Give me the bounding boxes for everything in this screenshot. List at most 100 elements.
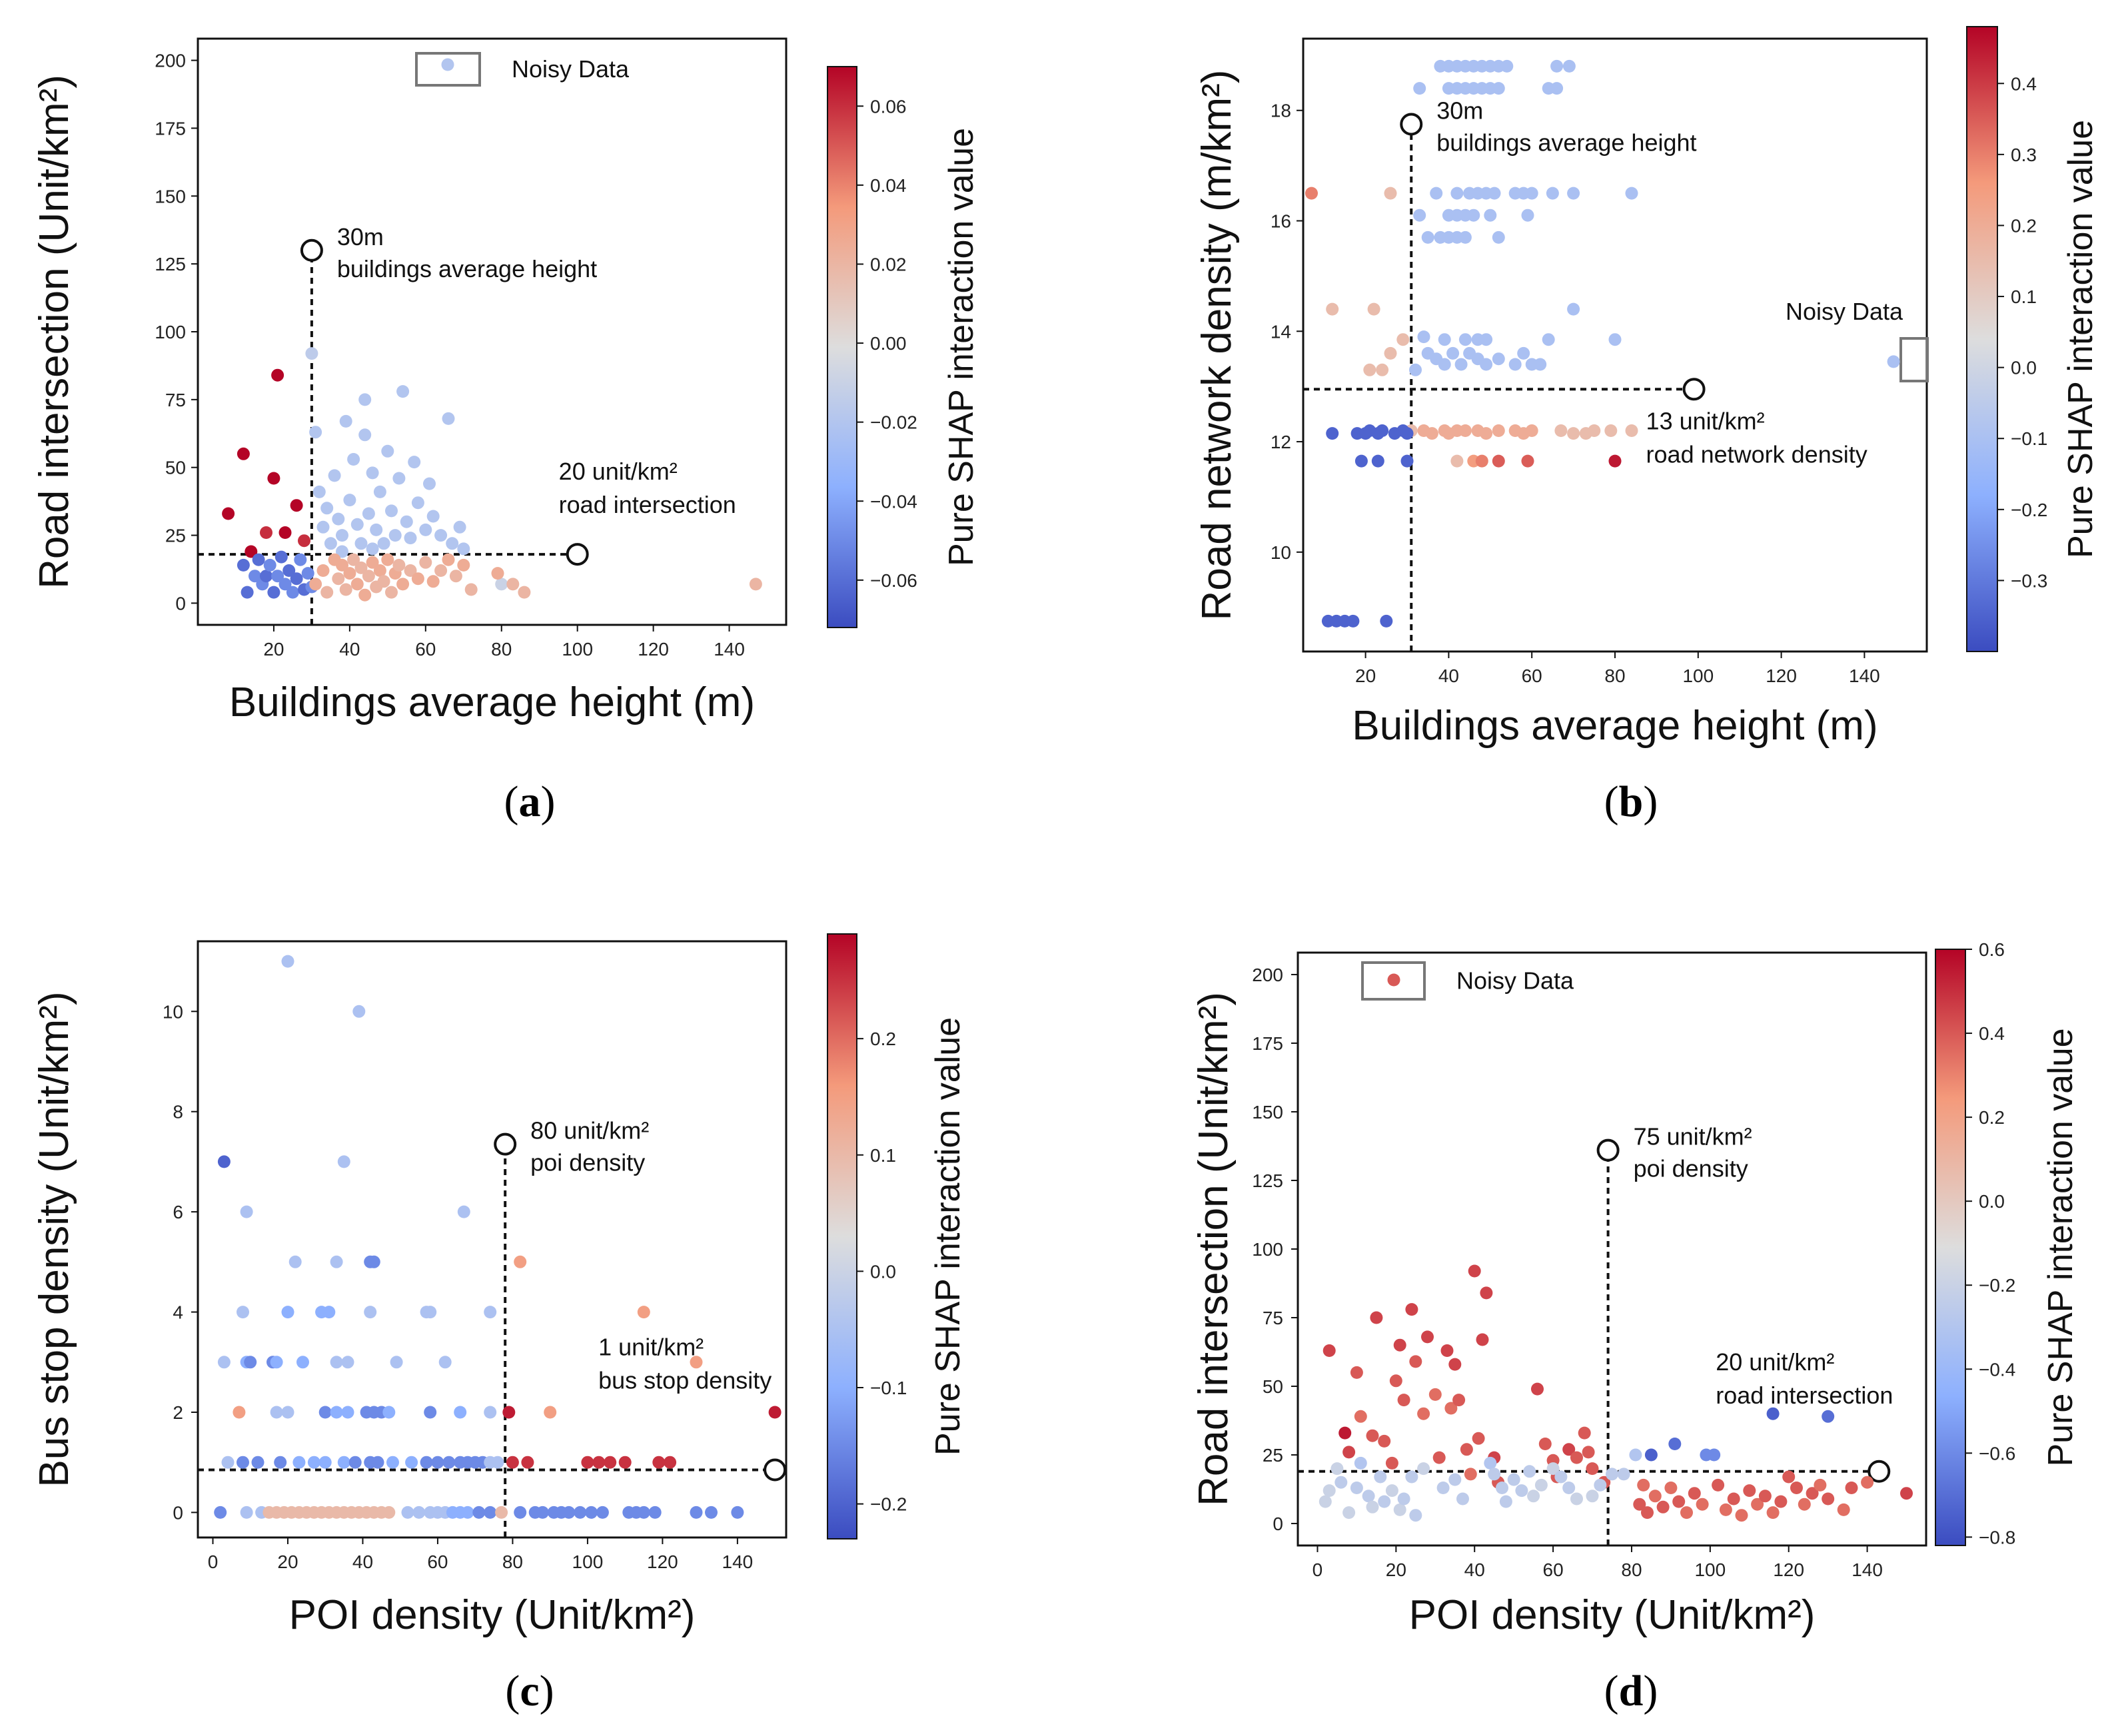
data-point (1384, 187, 1397, 200)
data-point (1633, 1498, 1646, 1511)
data-point (1608, 333, 1622, 346)
data-point (1468, 1264, 1481, 1278)
data-point (1758, 1490, 1772, 1503)
data-point (217, 1356, 231, 1369)
data-point (1798, 1498, 1811, 1511)
colorbar-tick-label: −0.2 (870, 1494, 907, 1515)
colorbar (827, 66, 857, 628)
x-tick-label: 80 (1621, 1559, 1642, 1580)
data-point (1672, 1495, 1686, 1508)
data-point (1822, 1492, 1835, 1506)
colorbar (1966, 26, 1998, 652)
data-point (1845, 1482, 1858, 1494)
data-point (390, 1356, 403, 1369)
data-point (1837, 1503, 1850, 1516)
colorbar-label: Pure SHAP interaction value (2041, 1028, 2080, 1466)
data-point (377, 537, 390, 550)
data-point (1366, 1429, 1379, 1442)
data-point (1397, 1394, 1410, 1407)
data-point (1413, 209, 1426, 222)
data-point (1454, 358, 1468, 371)
x-tick-label: 100 (572, 1551, 604, 1572)
x-tick-label: 20 (1355, 665, 1376, 686)
data-point (1444, 1402, 1458, 1415)
data-point (1464, 1468, 1477, 1481)
colorbar-tick-label: −0.04 (870, 491, 917, 512)
data-point (1334, 1476, 1348, 1489)
data-point (1458, 424, 1472, 437)
y-tick-label: 200 (1252, 965, 1283, 985)
x-tick-label: 140 (722, 1551, 754, 1572)
data-point (1774, 1495, 1788, 1508)
colorbar-label: Pure SHAP interaction value (929, 1017, 967, 1456)
data-point (1448, 1473, 1462, 1486)
data-point (336, 545, 348, 558)
data-point (1342, 1446, 1356, 1459)
annotation-label: buildings average height (337, 255, 597, 282)
colorbar-tick-label: 0.06 (870, 96, 907, 117)
data-point (423, 477, 436, 490)
data-point (1405, 1303, 1418, 1316)
data-point (312, 485, 326, 498)
colorbar-tick-label: −0.2 (1979, 1275, 2015, 1296)
data-point (1380, 614, 1393, 628)
y-tick-label: 125 (155, 254, 186, 274)
x-tick-label: 120 (1766, 665, 1797, 686)
colorbar-tick-label: −0.1 (2011, 428, 2047, 449)
data-point (618, 1456, 632, 1469)
threshold-marker (764, 1458, 787, 1482)
data-point (411, 572, 424, 586)
threshold-marker (1682, 378, 1706, 401)
y-tick-label: 0 (175, 593, 186, 614)
data-point (237, 1456, 249, 1469)
data-point (1743, 1484, 1756, 1498)
data-point (1629, 1448, 1642, 1462)
data-point (1438, 358, 1451, 371)
data-point (1384, 346, 1397, 360)
data-point (341, 1406, 354, 1419)
y-tick-label: 150 (155, 186, 186, 207)
data-point (362, 570, 375, 583)
data-point (1550, 82, 1564, 95)
colorbar-tick-label: 0.1 (870, 1145, 896, 1166)
data-point (1417, 330, 1430, 344)
data-point (358, 393, 372, 406)
data-point (411, 496, 424, 510)
annotation-label: poi density (530, 1149, 645, 1176)
data-point (1480, 358, 1493, 371)
data-point (237, 447, 250, 460)
data-point (1417, 1407, 1430, 1420)
data-point (1354, 1456, 1367, 1470)
data-point (271, 570, 284, 583)
data-point (1367, 302, 1380, 316)
data-point (1492, 454, 1505, 468)
data-point (1525, 424, 1538, 437)
data-point (1409, 1509, 1422, 1522)
x-tick-label: 100 (1682, 665, 1714, 686)
data-point (371, 1456, 384, 1469)
data-point (1790, 1482, 1803, 1494)
threshold-marker (566, 543, 589, 566)
panel-b: 20 40 60 80 100 120 140 10 12 14 16 18 Buildings ave… (1194, 26, 2100, 826)
annotation-label: 80 unit/km² (530, 1117, 649, 1144)
x-tick-label: 140 (1849, 665, 1880, 686)
threshold-marker (300, 238, 323, 262)
data-point (245, 545, 258, 558)
data-point (354, 561, 368, 574)
data-point (1562, 1482, 1576, 1494)
data-point (1326, 302, 1339, 316)
data-point (341, 1356, 354, 1369)
data-point (337, 1456, 350, 1469)
y-tick-label: 150 (1252, 1102, 1283, 1122)
data-point (1346, 614, 1360, 628)
data-point (350, 518, 364, 531)
data-point (320, 502, 334, 515)
data-point (464, 583, 478, 596)
data-point (1446, 346, 1460, 360)
y-tick-label: 25 (1263, 1445, 1283, 1466)
data-point (1806, 1487, 1819, 1500)
y-tick-label: 50 (165, 458, 186, 478)
y-tick-label: 100 (1252, 1239, 1283, 1260)
data-point (1393, 1503, 1406, 1516)
data-point (222, 507, 235, 520)
